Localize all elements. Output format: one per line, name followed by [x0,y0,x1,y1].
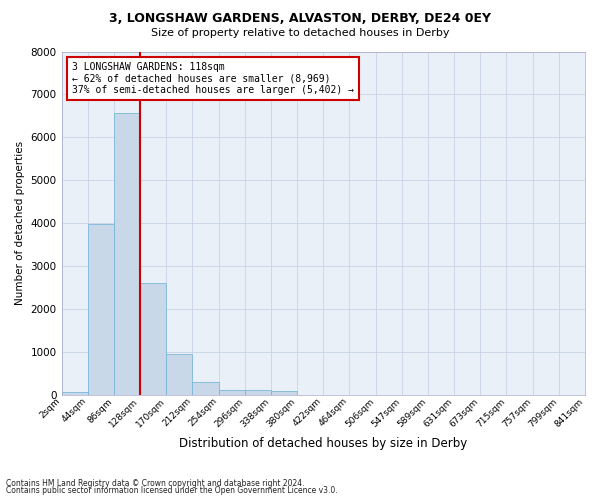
Bar [166,354,193,395]
Text: 3, LONGSHAW GARDENS, ALVASTON, DERBY, DE24 0EY: 3, LONGSHAW GARDENS, ALVASTON, DERBY, DE… [109,12,491,26]
Bar [62,392,88,395]
Bar [114,112,140,395]
Bar [245,390,271,395]
Bar [88,224,114,395]
Text: 3 LONGSHAW GARDENS: 118sqm
← 62% of detached houses are smaller (8,969)
37% of s: 3 LONGSHAW GARDENS: 118sqm ← 62% of deta… [72,62,354,95]
Bar [271,392,297,395]
Text: Size of property relative to detached houses in Derby: Size of property relative to detached ho… [151,28,449,38]
X-axis label: Distribution of detached houses by size in Derby: Distribution of detached houses by size … [179,437,467,450]
Bar [193,382,218,395]
Text: Contains HM Land Registry data © Crown copyright and database right 2024.: Contains HM Land Registry data © Crown c… [6,478,305,488]
Y-axis label: Number of detached properties: Number of detached properties [15,142,25,306]
Text: Contains public sector information licensed under the Open Government Licence v3: Contains public sector information licen… [6,486,338,495]
Bar [218,390,245,395]
Bar [140,282,166,395]
